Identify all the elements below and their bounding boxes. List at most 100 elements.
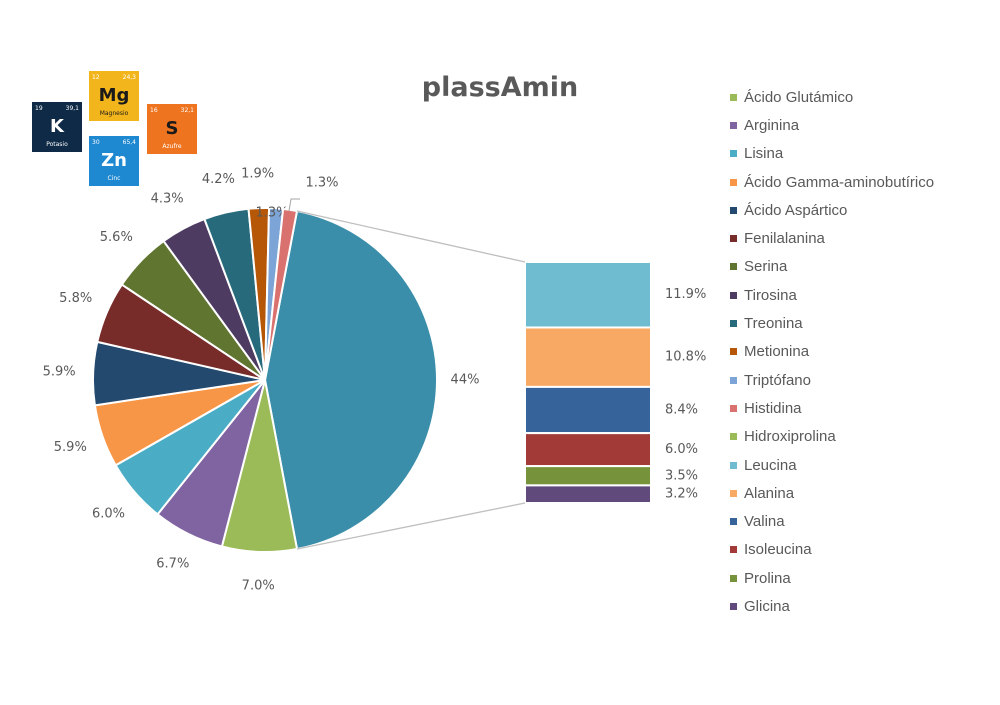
tile-number: 30: [92, 139, 100, 146]
legend-label: Prolina: [744, 569, 791, 587]
legend-swatch: [730, 461, 737, 469]
bar-segment: [524, 465, 652, 487]
legend-swatch: [730, 93, 737, 101]
slice-data-label: 5.6%: [100, 230, 133, 245]
legend-label: Metionina: [744, 343, 810, 361]
label-leader-line: [288, 198, 300, 212]
chart-legend: Ácido Glutámico Arginina Lisina Ácido Gamma…: [730, 83, 934, 621]
legend-label: Glicina: [744, 597, 790, 615]
legend-label: Leucina: [744, 456, 797, 474]
element-tile-s: 16 32,1 S Azufre: [147, 104, 197, 154]
tile-mass: 65,4: [122, 139, 136, 146]
legend-swatch: [730, 320, 737, 328]
tile-mass: 24,3: [122, 74, 136, 81]
element-tile-mg: 12 24,3 Mg Magnesio: [89, 71, 139, 121]
legend-item: Ácido Gamma-aminobutírico: [730, 168, 934, 196]
slice-data-label: 1.3%: [305, 176, 338, 191]
legend-item: Serina: [730, 253, 934, 281]
bar-data-label: 3.2%: [665, 487, 698, 502]
legend-label: Serina: [744, 258, 788, 276]
legend-swatch: [730, 433, 737, 441]
slice-data-label: 4.2%: [202, 172, 235, 187]
legend-swatch: [730, 518, 737, 526]
tile-name: Magnesio: [99, 110, 129, 117]
legend-label: Triptófano: [744, 371, 811, 389]
legend-swatch: [730, 376, 737, 384]
tile-mass: 32,1: [180, 107, 194, 114]
legend-label: Tirosina: [744, 286, 797, 304]
bar-segment: [524, 484, 652, 505]
legend-swatch: [730, 263, 737, 271]
legend-swatch: [730, 291, 737, 299]
legend-swatch: [730, 178, 737, 186]
legend-swatch: [730, 546, 737, 554]
legend-label: Ácido Aspártico: [744, 201, 848, 219]
legend-swatch: [730, 602, 737, 610]
bar-segment: [524, 261, 652, 329]
tile-name: Cinc: [107, 175, 121, 182]
slice-data-label: 1.9%: [241, 167, 274, 182]
tile-symbol: Zn: [101, 150, 127, 171]
tile-mass: 39,1: [65, 105, 79, 112]
legend-item: Glicina: [730, 592, 934, 620]
bar-segment: [524, 326, 652, 388]
legend-label: Valina: [744, 513, 785, 531]
legend-item: Valina: [730, 507, 934, 535]
slice-data-label: 7.0%: [242, 578, 275, 593]
pie-slice: [264, 207, 299, 381]
legend-swatch: [730, 404, 737, 412]
tile-symbol: Mg: [98, 85, 130, 106]
legend-swatch: [730, 206, 737, 214]
legend-item: Arginina: [730, 111, 934, 139]
slice-data-label: 6.7%: [156, 557, 189, 572]
tile-number: 12: [92, 74, 100, 81]
legend-label: Fenilalanina: [744, 230, 825, 248]
legend-swatch: [730, 489, 737, 497]
slice-data-label: 5.9%: [43, 365, 76, 380]
bar-data-label: 11.9%: [665, 287, 706, 302]
bar-segment: [524, 385, 652, 435]
tile-number: 19: [35, 105, 43, 112]
legend-item: Fenilalanina: [730, 224, 934, 252]
tile-name: Azufre: [162, 143, 182, 150]
pie-slice: [263, 209, 439, 551]
legend-swatch: [730, 150, 737, 158]
legend-item: Tirosina: [730, 281, 934, 309]
tile-symbol: S: [165, 118, 179, 139]
legend-item: Alanina: [730, 479, 934, 507]
tile-symbol: K: [50, 116, 64, 137]
legend-item: Isoleucina: [730, 536, 934, 564]
tile-number: 16: [150, 107, 158, 114]
legend-label: Arginina: [744, 116, 800, 134]
legend-item: Ácido Glutámico: [730, 83, 934, 111]
legend-item: Triptófano: [730, 366, 934, 394]
slice-data-label: 5.8%: [59, 291, 92, 306]
chart-title: plassAmin: [421, 72, 579, 103]
legend-swatch: [730, 348, 737, 356]
bar-data-label: 6.0%: [665, 442, 698, 457]
element-tile-zn: 30 65,4 Zn Cinc: [89, 136, 139, 186]
bar-segment: [524, 432, 652, 468]
legend-item: Treonina: [730, 309, 934, 337]
legend-label: Histidina: [744, 399, 802, 417]
bar-data-label: 8.4%: [665, 403, 698, 418]
legend-label: Hidroxiprolina: [744, 428, 836, 446]
bar-data-label: 3.5%: [665, 468, 698, 483]
slice-data-label: 5.9%: [54, 440, 87, 455]
legend-label: Ácido Glutámico: [744, 88, 854, 106]
legend-swatch: [730, 121, 737, 129]
bar-data-label: 10.8%: [665, 350, 706, 365]
legend-item: Histidina: [730, 394, 934, 422]
legend-label: Isoleucina: [744, 541, 812, 559]
legend-label: Lisina: [744, 145, 784, 163]
legend-item: Hidroxiprolina: [730, 423, 934, 451]
legend-label: Treonina: [744, 315, 803, 333]
connector-line: [296, 210, 526, 263]
slice-data-label: 4.3%: [151, 191, 184, 206]
slice-data-label: 44%: [451, 373, 480, 388]
slice-data-label: 6.0%: [92, 506, 125, 521]
legend-label: Ácido Gamma-aminobutírico: [744, 173, 935, 191]
legend-item: Metionina: [730, 338, 934, 366]
element-tile-k: 19 39,1 K Potasio: [32, 102, 82, 152]
